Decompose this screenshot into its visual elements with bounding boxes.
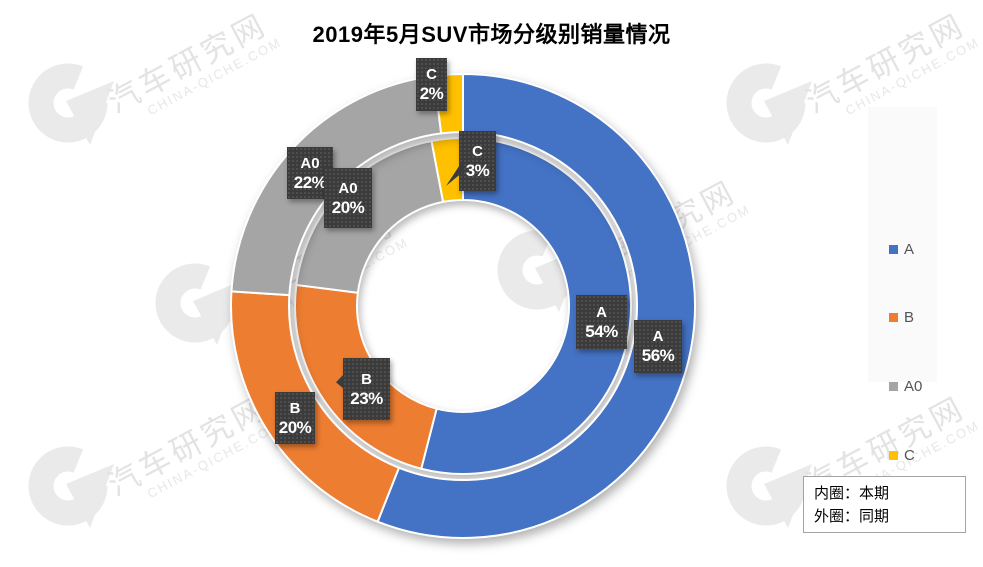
label-inner-A: A 54% [576,295,627,349]
ring-note-outer: 外圈：同期 [814,508,890,526]
label-category: C [472,142,483,160]
label-value: 22% [293,172,327,192]
label-category: C [426,66,437,83]
ring-note-box: 内圈：本期 外圈：同期 [803,476,966,533]
slice-outer-A [376,73,696,539]
label-category: B [361,370,372,388]
label-inner-B: B 23% [343,358,390,420]
label-category: B [289,399,301,417]
slice-inner-C [430,137,464,203]
label-value: 20% [331,197,365,217]
legend-label: C [904,446,915,464]
legend-swatch-icon [889,381,898,391]
label-category: A [652,328,664,345]
label-value: 2% [419,84,444,103]
label-value: 54% [585,321,618,341]
legend-swatch-icon [889,244,898,254]
label-value: 3% [465,160,490,180]
legend-swatch-icon [889,312,898,322]
chart-legend: A B A0 C [868,107,937,463]
label-outer-C: C 2% [416,58,447,111]
legend-item-C: C [889,447,915,463]
legend-item-A0: A0 [889,378,922,394]
label-category: A0 [338,179,358,197]
legend-swatch-icon [889,450,898,460]
label-category: A0 [300,154,320,172]
label-outer-B: B 20% [275,392,315,444]
label-category: A [596,303,607,321]
legend-item-B: B [889,309,914,325]
label-inner-C: C 3% [459,131,496,191]
legend-item-A: A [889,241,914,257]
legend-label: A [904,240,915,258]
legend-label: B [904,308,915,326]
label-pointer [336,374,344,389]
label-outer-A: A 56% [634,320,682,373]
ring-note-inner: 内圈：本期 [814,485,890,502]
label-inner-A0: A0 20% [324,168,372,228]
chart-title: 2019年5月SUV市场分级别销量情况 [312,22,671,47]
label-value: 56% [641,346,675,365]
label-value: 23% [350,388,383,408]
legend-label: A0 [904,377,923,395]
label-value: 20% [278,417,312,437]
